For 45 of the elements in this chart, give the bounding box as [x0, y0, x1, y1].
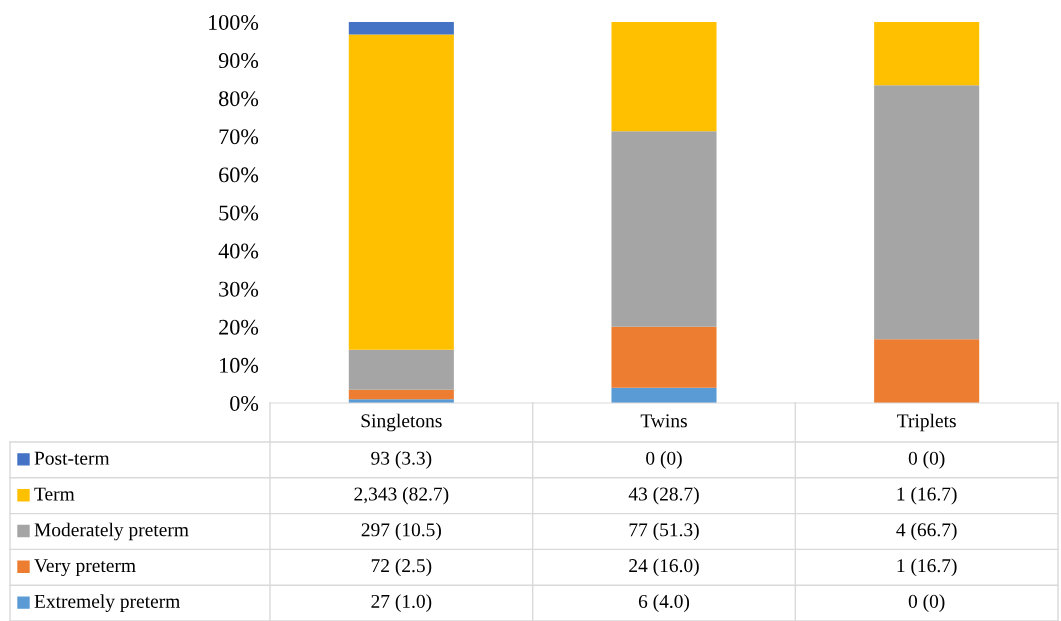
bar: [611, 326, 717, 388]
bar: [874, 22, 980, 86]
data-label: 4 (66.7): [896, 522, 957, 541]
data-label: 2,343 (82.7): [354, 486, 449, 505]
data-label: 1 (16.7): [897, 558, 957, 577]
data-label: 72 (2.5): [371, 558, 432, 577]
y-tick-label: 40%: [218, 243, 259, 259]
data-label: 1 (16.7): [897, 486, 957, 505]
bar: [348, 349, 454, 390]
legend-label: Term: [34, 487, 75, 501]
legend-label: Extremely preterm: [34, 594, 180, 612]
y-tick-label: 0%: [230, 395, 259, 411]
y-tick-label: 80%: [219, 91, 259, 107]
data-label: 24 (16.0): [629, 558, 699, 577]
legend-label: Very preterm: [34, 559, 136, 577]
bar: [348, 22, 454, 35]
y-tick-label: 20%: [219, 319, 259, 335]
y-tick-label: 10%: [220, 357, 259, 373]
data-label: 93 (3.3): [371, 451, 432, 469]
data-label: 27 (1.0): [371, 594, 432, 612]
bar: [611, 387, 717, 403]
data-label: 6 (4.0): [638, 594, 690, 612]
y-tick-label: 30%: [219, 281, 259, 297]
bar: [348, 34, 454, 350]
bar: [611, 131, 717, 327]
y-tick-label: 90%: [218, 53, 259, 69]
x-tick-label: Twins: [640, 414, 687, 428]
x-tick-label: Triplets: [897, 413, 956, 432]
bar: [874, 85, 980, 340]
bar: [611, 22, 717, 132]
legend-label: Post-term: [34, 451, 110, 465]
y-tick-label: 50%: [219, 205, 259, 221]
bar: [348, 389, 454, 400]
data-label: 0 (0): [908, 594, 945, 612]
y-tick-label: 60%: [219, 167, 259, 183]
x-tick-label: Singletons: [361, 413, 442, 432]
y-tick-label: 100%: [209, 14, 259, 30]
y-tick-label: 70%: [219, 129, 259, 145]
data-label: 77 (51.3): [629, 522, 699, 541]
bar: [874, 339, 980, 403]
data-label: 0 (0): [646, 451, 682, 469]
data-label: 297 (10.5): [361, 522, 441, 541]
legend-label: Moderately preterm: [34, 522, 189, 541]
data-label: 0 (0): [908, 451, 945, 469]
data-label: 43 (28.7): [628, 486, 699, 505]
